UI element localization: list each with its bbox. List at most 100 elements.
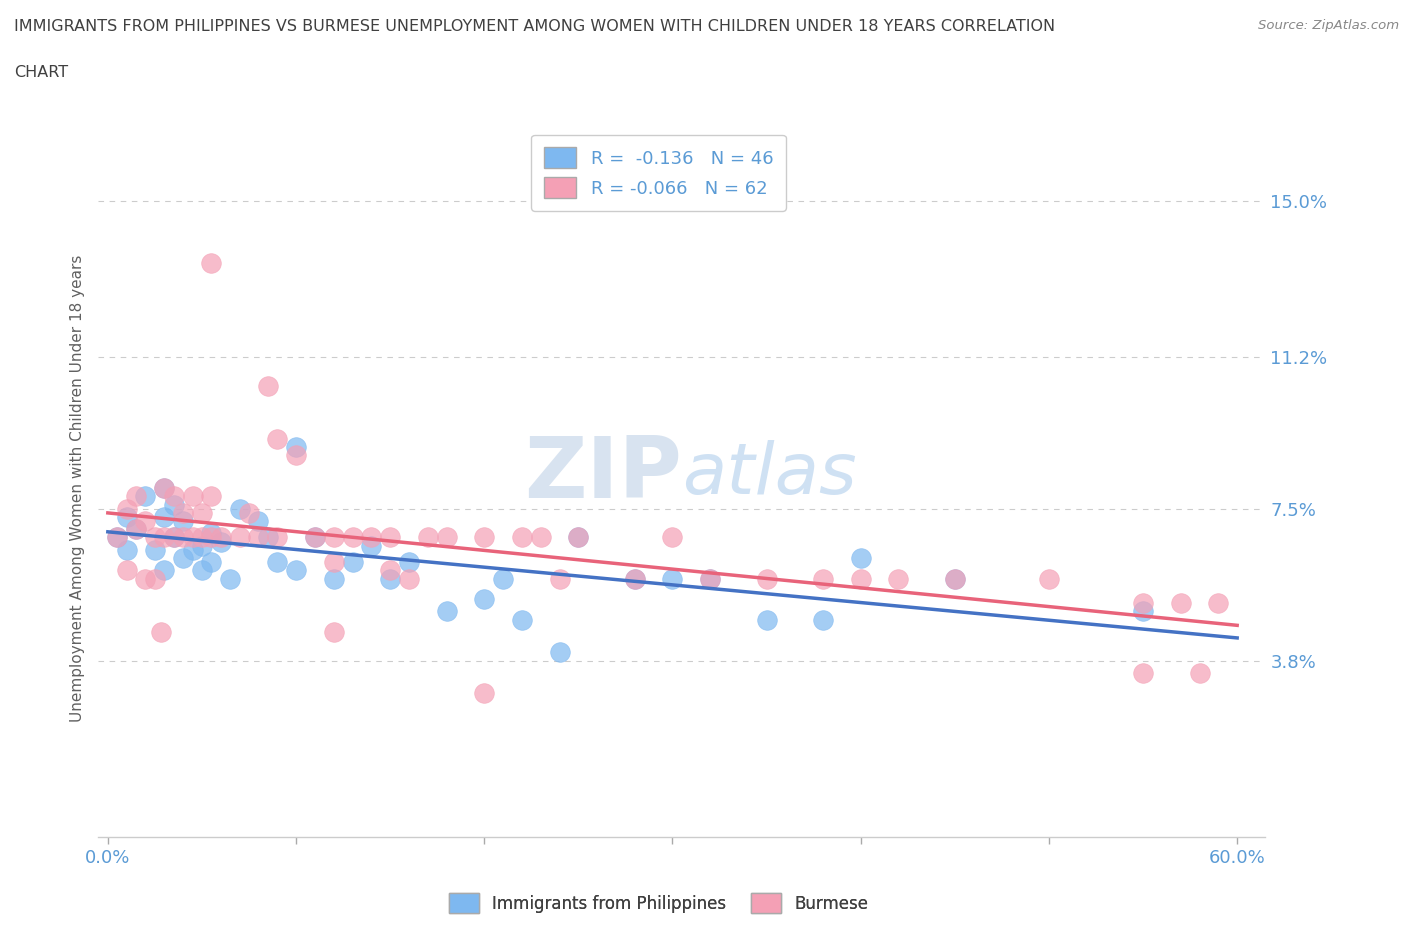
Point [191,530,214,545]
Point [755,612,778,627]
Point [134,571,156,586]
Point [567,530,589,545]
Point [624,571,647,586]
Point [322,571,344,586]
Point [125,522,148,537]
Point [342,554,364,569]
Point [209,534,232,549]
Point [115,510,138,525]
Point [1132,596,1154,611]
Point [125,489,148,504]
Point [105,530,128,545]
Point [661,571,683,586]
Point [661,530,683,545]
Point [567,530,589,545]
Point [510,530,533,545]
Point [624,571,647,586]
Point [943,571,966,586]
Point [191,563,214,578]
Point [811,612,834,627]
Point [1208,596,1230,611]
Text: ZIP: ZIP [524,432,682,516]
Point [1132,604,1154,618]
Point [163,489,186,504]
Y-axis label: Unemployment Among Women with Children Under 18 years: Unemployment Among Women with Children U… [69,255,84,722]
Point [699,571,721,586]
Point [105,530,128,545]
Point [360,538,382,553]
Point [380,563,402,578]
Point [285,440,308,455]
Point [472,530,495,545]
Point [163,498,186,512]
Point [143,530,166,545]
Point [266,530,288,545]
Point [256,530,278,545]
Point [247,513,270,528]
Point [134,489,156,504]
Point [699,571,721,586]
Point [228,530,250,545]
Point [360,530,382,545]
Point [285,448,308,463]
Point [172,530,194,545]
Point [304,530,326,545]
Point [125,522,148,537]
Point [143,542,166,557]
Point [322,554,344,569]
Point [115,501,138,516]
Point [172,551,194,565]
Point [548,644,571,659]
Point [191,505,214,520]
Text: IMMIGRANTS FROM PHILIPPINES VS BURMESE UNEMPLOYMENT AMONG WOMEN WITH CHILDREN UN: IMMIGRANTS FROM PHILIPPINES VS BURMESE U… [14,19,1054,33]
Point [472,686,495,701]
Point [181,542,204,557]
Point [153,530,176,545]
Point [887,571,910,586]
Point [266,432,288,446]
Point [143,571,166,586]
Point [172,513,194,528]
Point [849,571,872,586]
Point [322,624,344,639]
Point [115,563,138,578]
Point [380,571,402,586]
Text: CHART: CHART [14,65,67,80]
Point [228,501,250,516]
Point [1038,571,1060,586]
Point [163,530,186,545]
Point [1170,596,1192,611]
Point [342,530,364,545]
Point [209,530,232,545]
Point [200,526,222,541]
Point [200,554,222,569]
Point [181,530,204,545]
Point [811,571,834,586]
Point [436,530,458,545]
Point [149,624,172,639]
Point [322,530,344,545]
Point [755,571,778,586]
Point [472,591,495,606]
Point [530,530,553,545]
Legend: Immigrants from Philippines, Burmese: Immigrants from Philippines, Burmese [441,887,875,920]
Point [153,510,176,525]
Point [200,255,222,270]
Point [219,571,242,586]
Point [510,612,533,627]
Point [153,481,176,496]
Point [416,530,439,545]
Point [266,554,288,569]
Point [247,530,270,545]
Point [200,530,222,545]
Point [115,542,138,557]
Point [134,513,156,528]
Point [398,571,420,586]
Point [548,571,571,586]
Point [943,571,966,586]
Point [181,489,204,504]
Point [238,505,260,520]
Point [256,379,278,393]
Text: atlas: atlas [682,440,856,509]
Point [1132,666,1154,681]
